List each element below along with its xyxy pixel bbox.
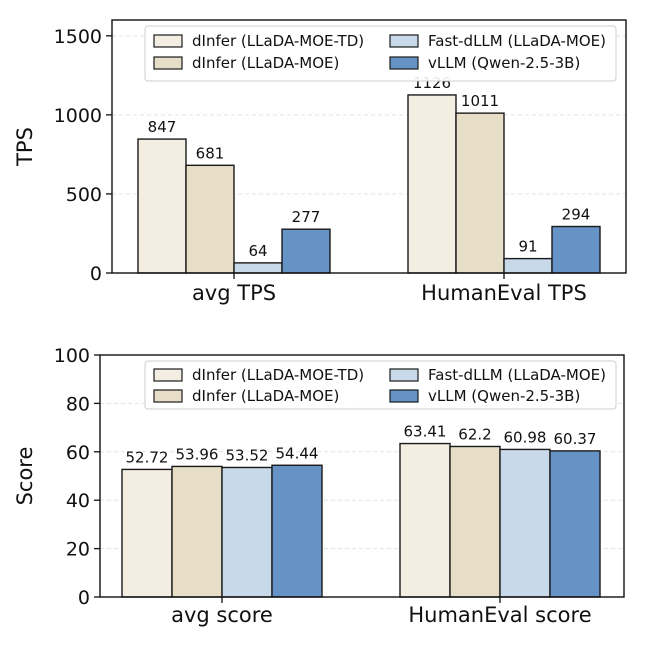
- x-tick-label: HumanEval score: [408, 603, 591, 627]
- legend-swatch: [153, 368, 183, 382]
- plot-frame: [111, 19, 627, 274]
- data-label: 847: [148, 118, 177, 136]
- bar: [185, 164, 235, 274]
- data-label: 54.44: [276, 444, 319, 462]
- y-axis-title: TPS: [13, 127, 37, 167]
- legend-label: vLLM (Qwen-2.5-3B): [428, 54, 580, 72]
- bar: [455, 112, 505, 274]
- data-label: 91: [518, 238, 537, 256]
- data-label: 681: [196, 144, 225, 162]
- data-label: 63.41: [404, 423, 447, 441]
- bar: [399, 442, 451, 598]
- legend-swatch: [389, 56, 419, 70]
- plot-frame: [99, 354, 625, 598]
- y-tick-label: 60: [66, 442, 90, 464]
- bar: [449, 445, 501, 598]
- data-label: 60.98: [504, 428, 547, 446]
- legend-label: dInfer (LLaDA-MOE): [192, 54, 339, 72]
- legend-label: dInfer (LLaDA-MOE-TD): [192, 32, 364, 50]
- bar: [549, 450, 601, 598]
- data-label: 53.52: [226, 446, 269, 464]
- bar: [137, 138, 187, 274]
- legend: dInfer (LLaDA-MOE-TD) dInfer (LLaDA-MOE) F…: [144, 25, 617, 82]
- legend-label: vLLM (Qwen-2.5-3B): [428, 387, 580, 405]
- data-label: 294: [562, 206, 591, 224]
- legend-swatch: [153, 34, 183, 48]
- y-tick-label: 0: [90, 263, 102, 285]
- y-tick-label: 100: [54, 345, 90, 367]
- data-label: 64: [248, 242, 267, 260]
- bar: [499, 448, 551, 598]
- legend-box: [144, 25, 617, 82]
- bar: [271, 464, 323, 598]
- data-label: 277: [292, 208, 321, 226]
- y-tick-label: 1000: [54, 105, 102, 127]
- y-tick-label: 1500: [54, 26, 102, 48]
- legend-label: dInfer (LLaDA-MOE): [192, 387, 339, 405]
- bar: [551, 225, 601, 274]
- bar: [503, 257, 553, 274]
- y-tick-label: 500: [66, 184, 102, 206]
- x-tick-label: avg score: [171, 603, 273, 627]
- data-label: 1011: [461, 92, 499, 110]
- y-tick-label: 20: [66, 539, 90, 561]
- y-tick-label: 80: [66, 393, 90, 415]
- data-label: 60.37: [554, 430, 597, 448]
- legend-swatch: [153, 56, 183, 70]
- chart-2: 0 20 40 60 80 100 Score 52.72 53.96 53.52 54.44 avg…: [13, 345, 625, 627]
- bar: [121, 468, 173, 598]
- x-tick-label: HumanEval TPS: [421, 281, 587, 305]
- bar: [233, 262, 283, 274]
- y-tick-label: 40: [66, 490, 90, 512]
- y-axis-title: Score: [13, 447, 37, 506]
- legend-swatch: [389, 389, 419, 403]
- data-label: 52.72: [126, 448, 169, 466]
- legend-label: Fast-dLLM (LLaDA-MOE): [428, 32, 606, 50]
- bar: [171, 465, 223, 598]
- legend: dInfer (LLaDA-MOE-TD) dInfer (LLaDA-MOE) F…: [144, 360, 617, 410]
- bar: [221, 466, 273, 598]
- x-tick-label: avg TPS: [192, 281, 276, 305]
- legend-label: dInfer (LLaDA-MOE-TD): [192, 366, 364, 384]
- legend-swatch: [153, 389, 183, 403]
- legend-swatch: [389, 368, 419, 382]
- legend-swatch: [389, 34, 419, 48]
- legend-box: [144, 360, 617, 410]
- legend-label: Fast-dLLM (LLaDA-MOE): [428, 366, 606, 384]
- data-label: 53.96: [176, 445, 219, 463]
- data-label: 62.2: [458, 425, 491, 443]
- y-tick-label: 0: [78, 587, 90, 609]
- bar: [281, 228, 331, 274]
- bar: [407, 94, 457, 274]
